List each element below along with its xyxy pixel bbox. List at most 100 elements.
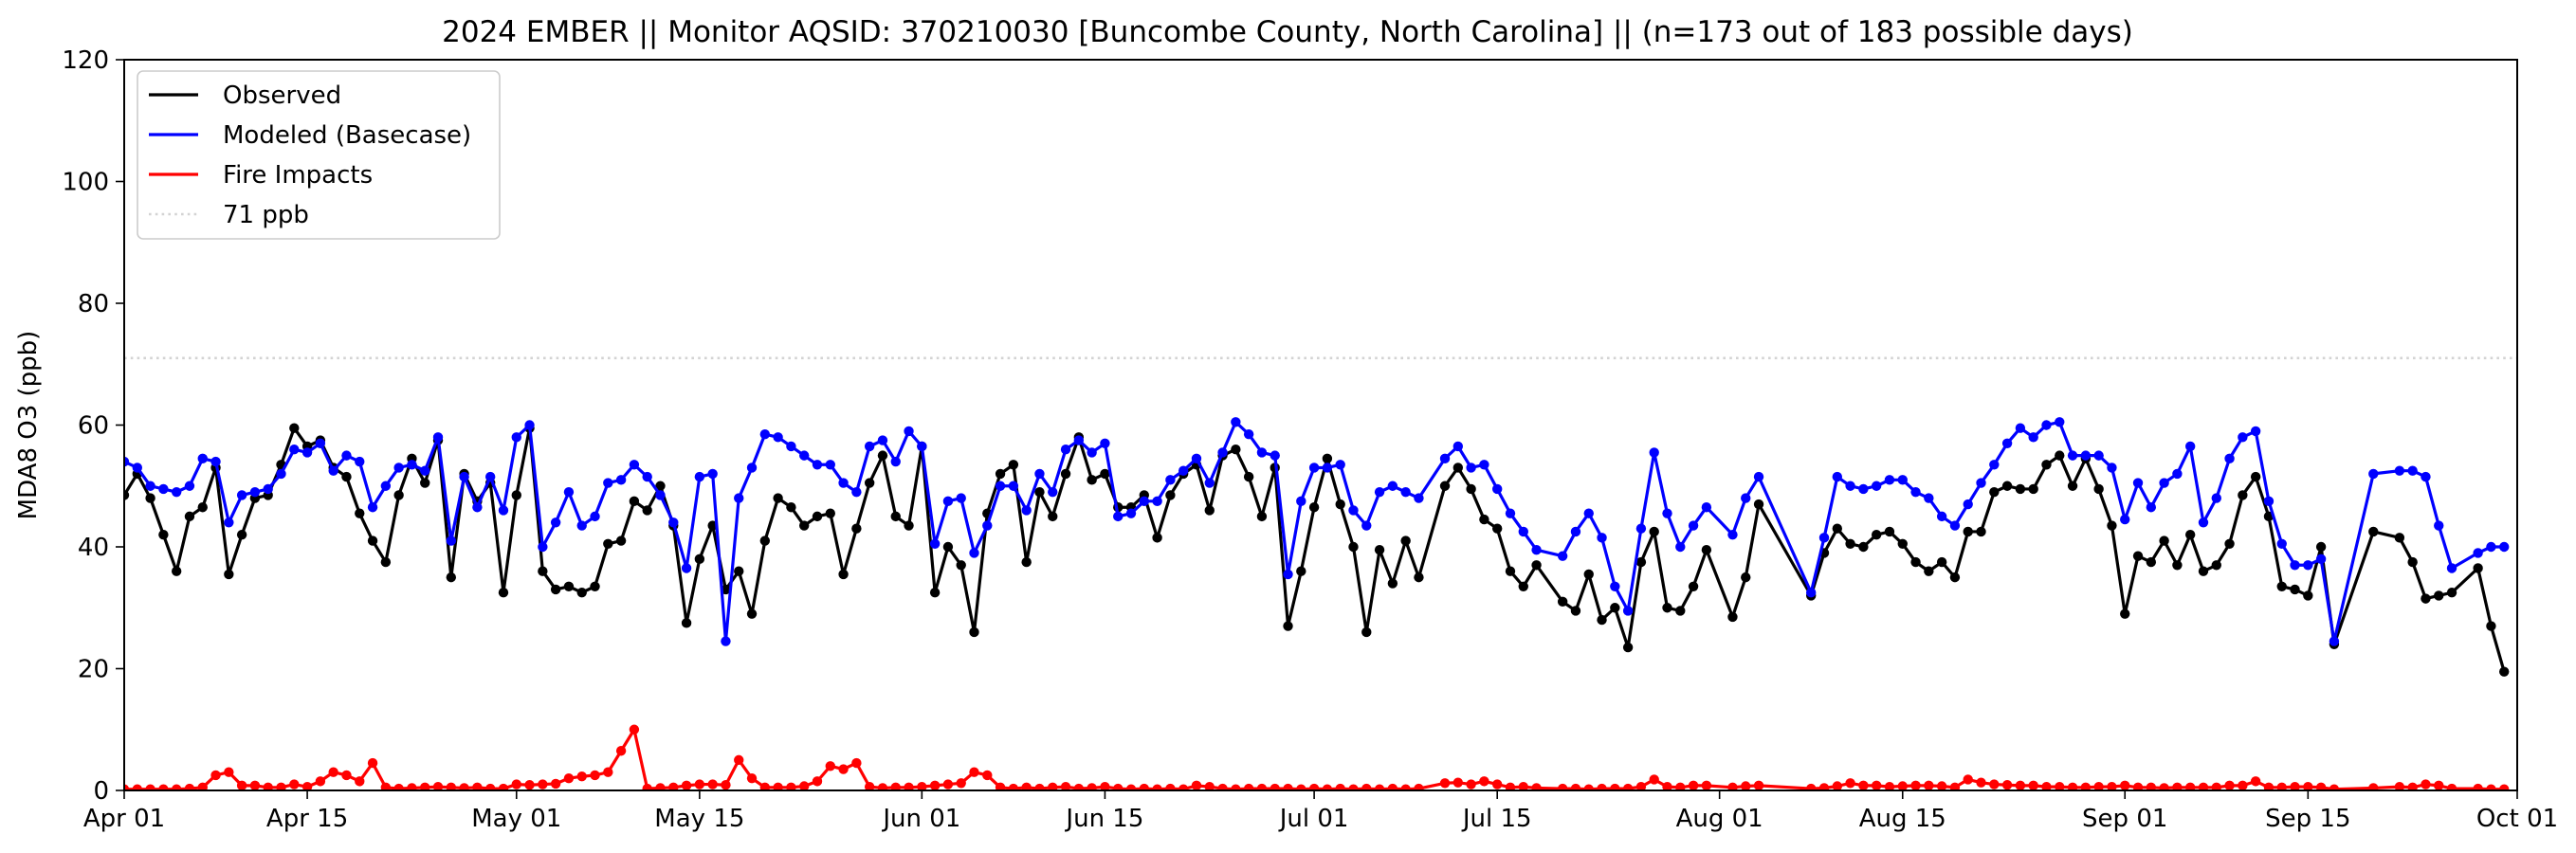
data-point-fire-impacts	[1662, 781, 1672, 790]
data-point-observed	[2486, 621, 2496, 631]
data-point-fire-impacts	[2499, 784, 2510, 790]
data-point-observed	[1231, 445, 1241, 455]
data-point-fire-impacts	[210, 770, 221, 781]
data-point-observed	[1936, 556, 1947, 568]
data-point-observed	[1753, 499, 1764, 510]
data-point-observed	[1348, 541, 1359, 553]
data-point-fire-impacts	[124, 784, 130, 790]
data-point-observed	[511, 490, 521, 500]
data-point-fire-impacts	[1113, 783, 1124, 790]
data-point-observed	[1897, 538, 1908, 549]
data-point-fire-impacts	[1217, 783, 1228, 790]
data-point-modeled-basecase	[2001, 438, 2013, 448]
x-tick-label: May 01	[471, 805, 561, 833]
data-point-modeled-basecase	[1871, 481, 1882, 491]
data-point-fire-impacts	[2276, 782, 2287, 790]
data-point-observed	[1635, 556, 1647, 568]
data-point-fire-impacts	[1818, 783, 1830, 790]
data-point-modeled-basecase	[1021, 505, 1032, 516]
data-point-fire-impacts	[132, 784, 142, 790]
data-point-fire-impacts	[995, 782, 1006, 790]
data-point-modeled-basecase	[2146, 502, 2157, 513]
data-point-observed	[1963, 526, 1973, 537]
data-point-fire-impacts	[2041, 781, 2052, 790]
data-point-modeled-basecase	[1283, 569, 1293, 580]
data-point-modeled-basecase	[1231, 417, 1241, 427]
data-point-modeled-basecase	[942, 496, 954, 507]
data-point-modeled-basecase	[721, 636, 731, 646]
data-point-modeled-basecase	[328, 465, 338, 476]
data-point-modeled-basecase	[1531, 545, 1542, 555]
data-point-modeled-basecase	[2407, 465, 2418, 476]
y-tick-label: 20	[78, 656, 109, 684]
data-point-modeled-basecase	[2055, 417, 2065, 427]
data-point-fire-impacts	[407, 783, 417, 790]
data-point-observed	[1583, 569, 1594, 580]
data-point-modeled-basecase	[2303, 560, 2313, 571]
data-point-fire-impacts	[1204, 781, 1215, 790]
data-point-fire-impacts	[1505, 782, 1516, 790]
data-point-modeled-basecase	[629, 460, 640, 470]
legend-label-modeled-basecase: Modeled (Basecase)	[223, 121, 471, 150]
data-point-modeled-basecase	[734, 493, 744, 503]
data-point-modeled-basecase	[210, 456, 221, 467]
data-point-fire-impacts	[851, 757, 862, 769]
data-point-fire-impacts	[1845, 778, 1855, 789]
data-point-modeled-basecase	[1649, 447, 1659, 458]
data-point-fire-impacts	[1243, 783, 1254, 790]
data-point-fire-impacts	[184, 783, 195, 790]
data-point-fire-impacts	[2028, 780, 2038, 790]
data-point-modeled-basecase	[538, 541, 548, 553]
data-point-fire-impacts	[642, 783, 652, 790]
data-point-fire-impacts	[1008, 783, 1019, 790]
data-point-observed	[1989, 486, 2000, 498]
data-point-fire-impacts	[707, 779, 718, 789]
data-point-modeled-basecase	[707, 468, 718, 480]
data-point-modeled-basecase	[1727, 529, 1738, 540]
data-point-fire-impacts	[2303, 781, 2313, 790]
data-point-modeled-basecase	[1963, 499, 1973, 510]
data-point-observed	[655, 481, 666, 491]
data-point-fire-impacts	[2421, 779, 2431, 789]
data-point-observed	[1452, 463, 1464, 473]
data-point-fire-impacts	[2290, 781, 2300, 790]
data-point-observed	[2184, 529, 2196, 540]
data-point-modeled-basecase	[2041, 420, 2052, 430]
data-point-modeled-basecase	[301, 447, 313, 458]
data-point-modeled-basecase	[681, 563, 692, 573]
data-point-fire-impacts	[171, 784, 182, 790]
data-point-observed	[1675, 606, 1686, 616]
data-point-modeled-basecase	[524, 420, 535, 430]
data-point-observed	[1243, 471, 1254, 482]
data-point-fire-impacts	[1256, 783, 1268, 790]
data-point-observed	[2211, 560, 2221, 571]
data-point-modeled-basecase	[380, 481, 392, 491]
data-point-modeled-basecase	[2446, 563, 2457, 573]
data-point-modeled-basecase	[236, 490, 247, 500]
x-tick-label: Jun 15	[1064, 805, 1143, 833]
data-point-fire-impacts	[1989, 779, 2000, 789]
data-point-modeled-basecase	[969, 548, 979, 558]
data-point-modeled-basecase	[2080, 450, 2092, 461]
x-tick-label: Sep 01	[2082, 805, 2167, 833]
data-point-modeled-basecase	[498, 505, 509, 516]
data-point-fire-impacts	[1048, 782, 1058, 790]
data-point-observed	[2146, 556, 2157, 568]
data-point-fire-impacts	[2407, 782, 2418, 790]
data-point-observed	[1610, 603, 1620, 613]
data-point-fire-impacts	[1479, 776, 1489, 787]
data-point-modeled-basecase	[1204, 478, 1215, 488]
data-point-observed	[2368, 526, 2379, 537]
data-point-fire-impacts	[1283, 783, 1293, 790]
data-point-observed	[2159, 535, 2169, 546]
data-point-observed	[942, 541, 954, 553]
data-point-observed	[341, 471, 352, 482]
data-point-fire-impacts	[1832, 781, 1842, 790]
data-point-observed	[2132, 551, 2144, 561]
data-point-observed	[289, 423, 300, 433]
data-point-observed	[2028, 483, 2038, 495]
data-point-observed	[2421, 593, 2431, 604]
data-point-observed	[1858, 541, 1869, 553]
data-point-modeled-basecase	[2107, 463, 2117, 473]
data-point-fire-impacts	[773, 782, 783, 790]
